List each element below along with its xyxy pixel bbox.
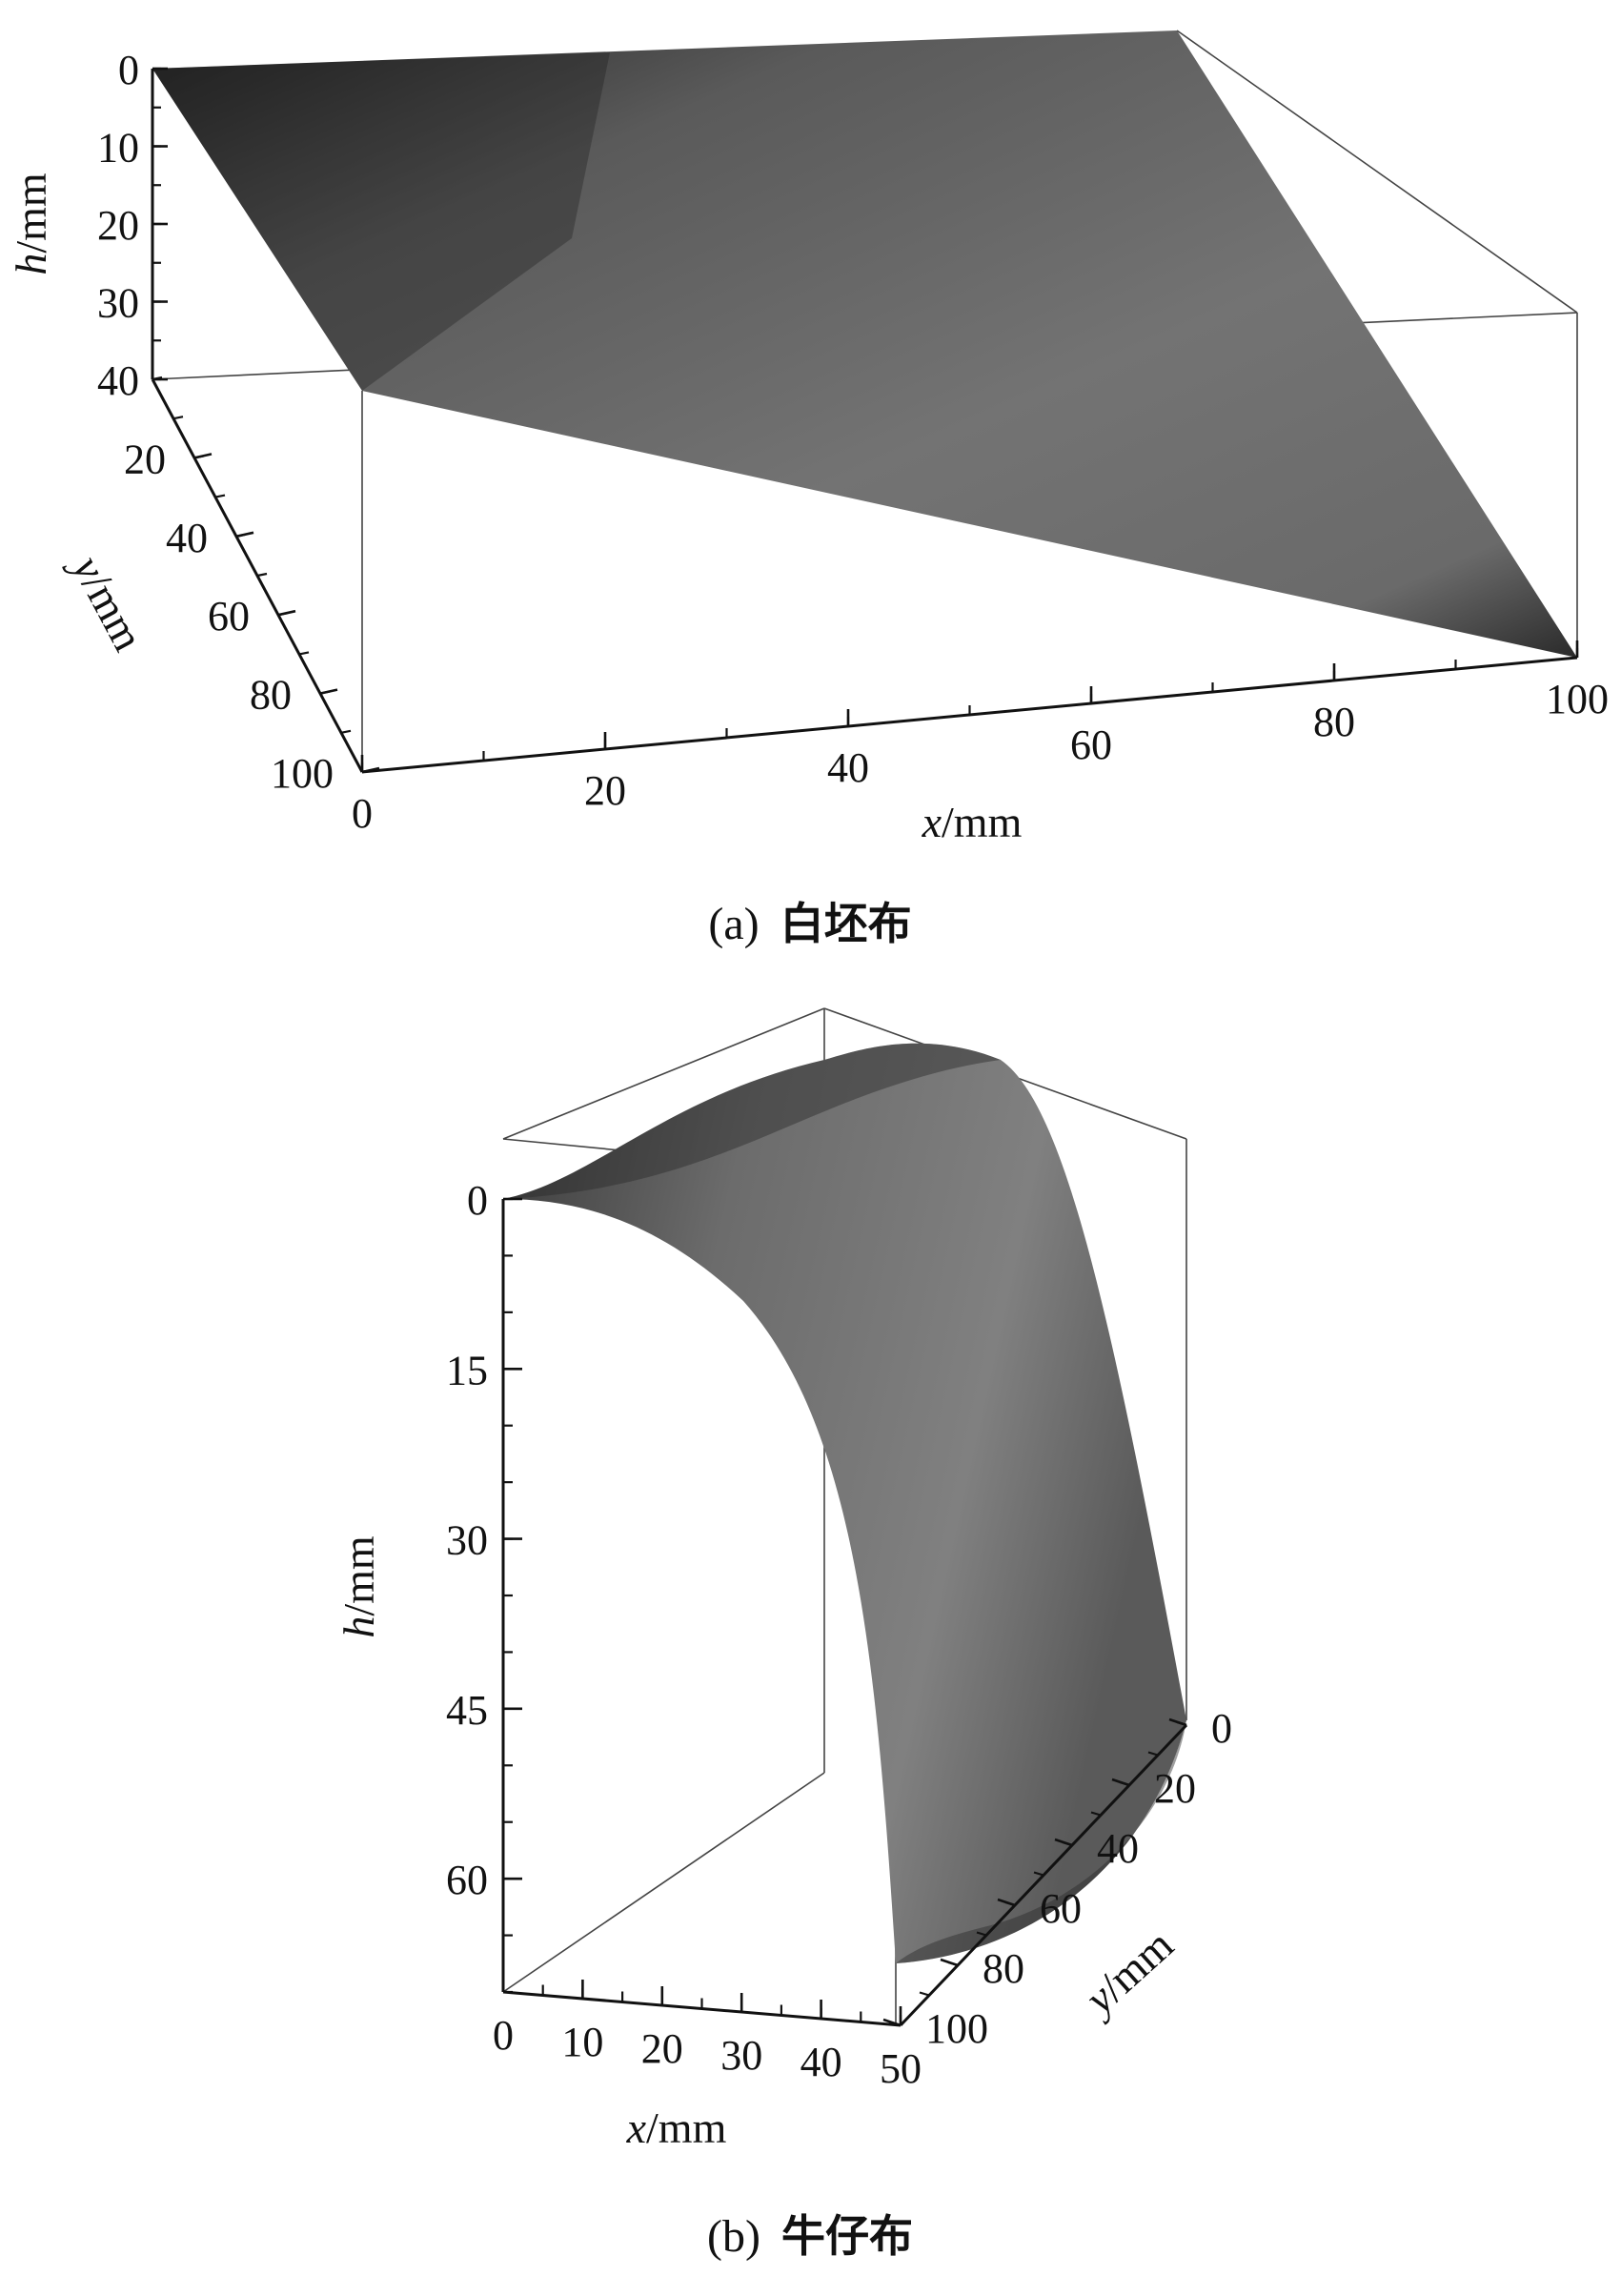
panel-a-x-tick-label: 60 xyxy=(1070,721,1112,768)
panel-a-y-tick-label: 20 xyxy=(124,436,166,482)
panel-a-x-tick-label: 100 xyxy=(1546,676,1609,722)
panel-b-x-axis-title: x/mm xyxy=(626,2103,727,2152)
panel-a-surface-shade xyxy=(152,52,610,391)
panel-a-h-tick-label: 10 xyxy=(97,125,139,172)
panel-b-y-tick-label: 0 xyxy=(1211,1705,1232,1752)
panel-a-y-minor-tick xyxy=(298,651,310,656)
panel-b-y-tick xyxy=(997,1898,1016,1907)
panel-b-surface xyxy=(503,1043,1186,1963)
panel-b-y-axis-title: y/mm xyxy=(1073,1920,1183,2025)
panel-b-x-ticks: 0 10 20 30 40 50 xyxy=(493,1973,922,2092)
panel-a-x-tick-label: 0 xyxy=(352,790,373,837)
panel-a-y-tick xyxy=(235,531,254,538)
panel-a-y-minor-tick xyxy=(340,729,352,734)
panel-b-x-tick-label: 20 xyxy=(641,2025,683,2072)
panel-b-x-tick-label: 30 xyxy=(720,2032,762,2079)
panel-b-y-tick-label: 100 xyxy=(925,2005,988,2052)
panel-b-x-tick-label: 0 xyxy=(493,2012,514,2059)
panel-b-y-tick xyxy=(1054,1838,1073,1847)
panel-a-x-tick-label: 20 xyxy=(584,767,626,814)
panel-b-y-minor-tick xyxy=(1090,1811,1102,1817)
panel-b-h-ticks: 0 15 30 45 60 xyxy=(446,1177,522,1994)
panel-a-y-tick-label: 40 xyxy=(166,515,208,561)
panel-a-y-tick xyxy=(193,453,213,459)
panel-b-h-tick-label: 30 xyxy=(446,1517,488,1564)
panel-a-h-tick-label: 40 xyxy=(97,357,139,404)
panel-b-h-tick-label: 60 xyxy=(446,1857,488,1903)
panel-b-y-minor-tick xyxy=(1033,1871,1044,1877)
panel-a-y-axis-title: y/mm xyxy=(62,544,153,659)
panel-b-y-minor-tick xyxy=(976,1931,987,1937)
panel-b-x-tick-label: 10 xyxy=(561,2019,603,2065)
panel-b-h-tick-label: 45 xyxy=(446,1687,488,1734)
panel-b-caption: (b) 牛仔布 xyxy=(707,2210,913,2262)
panel-b-h-tick-label: 0 xyxy=(467,1177,488,1224)
panel-b-y-tick-label: 20 xyxy=(1154,1765,1196,1812)
panel-a-h-ticks: 0 10 20 30 40 xyxy=(97,47,168,404)
panel-b-y-tick xyxy=(1168,1717,1187,1727)
panel-a-y-tick xyxy=(319,688,338,695)
panel-a-h-tick-label: 30 xyxy=(97,280,139,327)
panel-b-y-tick xyxy=(940,1958,959,1967)
panel-a-y-minor-tick xyxy=(172,416,184,420)
panel-a-h-tick-label: 0 xyxy=(118,47,139,93)
panel-b-y-minor-tick xyxy=(1147,1751,1159,1757)
panel-b-y-tick-label: 80 xyxy=(983,1945,1024,1992)
panel-b-surface-top-shade xyxy=(503,1043,1001,1199)
panel-b-y-tick-label: 40 xyxy=(1097,1825,1139,1872)
panel-a-x-axis-title: x/mm xyxy=(922,798,1023,846)
panel-b-surface-bottom-shade xyxy=(896,1720,1186,1963)
panel-a-y-tick xyxy=(277,609,296,617)
panel-a-y-minor-tick xyxy=(256,572,268,578)
panel-a-y-tick-label: 100 xyxy=(271,750,334,797)
panel-b-h-tick-label: 15 xyxy=(446,1347,488,1393)
panel-a-x-tick-label: 80 xyxy=(1313,699,1355,745)
panel-b-x-tick-label: 50 xyxy=(880,2045,922,2092)
panel-a-y-tick-label: 60 xyxy=(208,593,250,640)
panel-a-y-minor-tick xyxy=(152,376,163,381)
panel-a-y-minor-tick xyxy=(214,494,226,498)
panel-b-y-tick xyxy=(1111,1778,1130,1787)
panel-a-h-tick-label: 20 xyxy=(97,202,139,249)
panel-a-y-tick xyxy=(361,766,380,774)
panel-b-y-tick-label: 60 xyxy=(1040,1885,1082,1932)
panel-a-x-tick-label: 40 xyxy=(827,744,869,791)
panel-a-surface xyxy=(152,30,1577,658)
panel-b-y-ticks: 0 20 40 60 80 100 xyxy=(882,1705,1232,2052)
panel-b-y-minor-tick xyxy=(919,1991,930,1997)
panel-b-y-tick xyxy=(882,2018,902,2027)
panel-a-h-axis-title: h/mm xyxy=(7,173,55,275)
panel-a-x-ticks: 0 20 40 60 80 100 xyxy=(352,640,1609,837)
panel-a-caption: (a) 白坯布 xyxy=(708,898,911,949)
panel-b-h-axis-title: h/mm xyxy=(334,1535,383,1638)
panel-a-y-tick-label: 80 xyxy=(250,672,292,719)
panel-b-x-tick-label: 40 xyxy=(800,2039,842,2085)
